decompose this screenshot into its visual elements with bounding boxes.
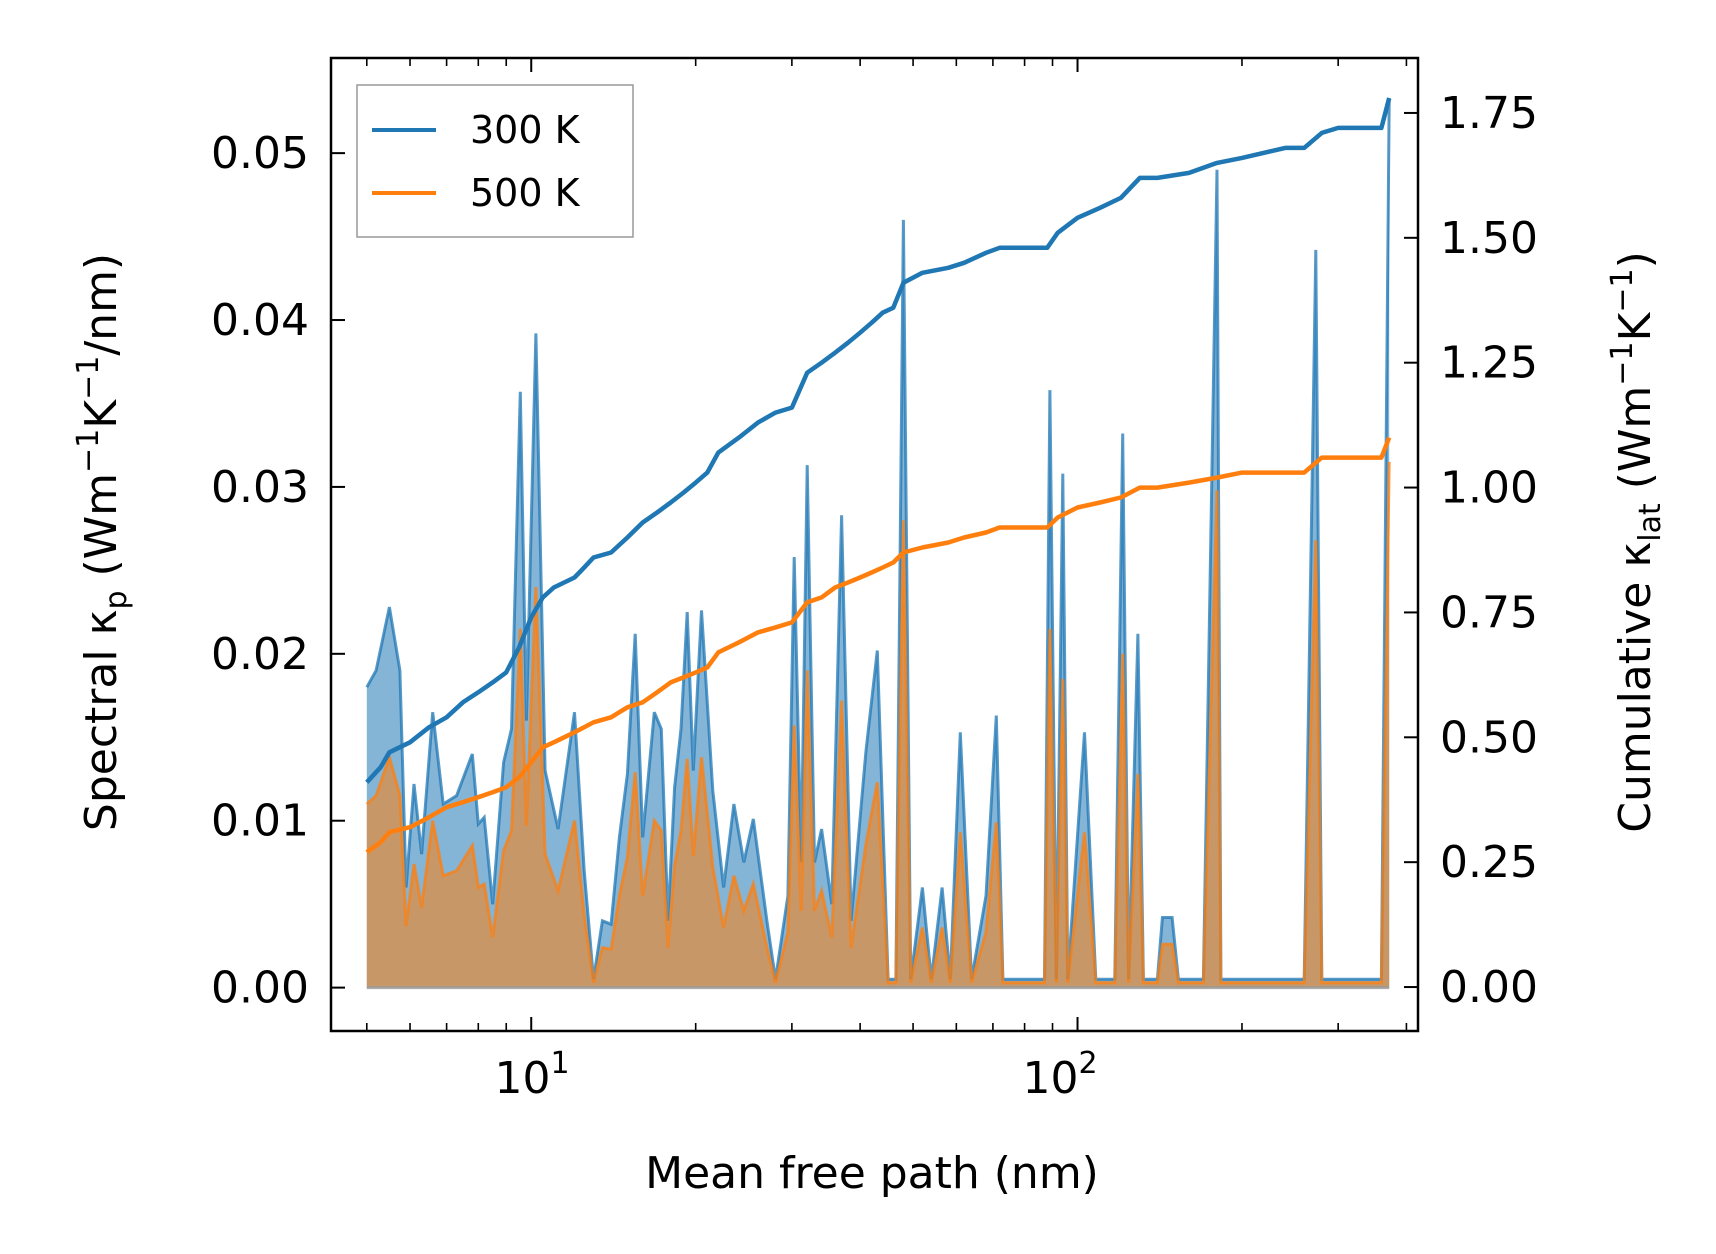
spectral-line-500k bbox=[365, 461, 1391, 985]
cumulative-line-500k bbox=[365, 436, 1392, 855]
spectral-area-500k bbox=[366, 461, 1390, 988]
left-y-tick-label: 0.01 bbox=[211, 796, 309, 847]
right-y-tick-label: 0.50 bbox=[1440, 712, 1538, 763]
left-y-tick-label: 0.00 bbox=[211, 963, 309, 1014]
tick-marks bbox=[331, 58, 1418, 1031]
x-tick-label-10: 101 bbox=[494, 1046, 569, 1104]
left-y-tick-label: 0.02 bbox=[211, 629, 309, 680]
right-y-tick-label: 1.50 bbox=[1440, 213, 1538, 264]
left-y-tick-label: 0.05 bbox=[211, 128, 309, 179]
spectral-line-300k bbox=[365, 99, 1391, 981]
right-y-tick-label: 1.25 bbox=[1440, 338, 1538, 389]
x-tick-label-100: 102 bbox=[1022, 1046, 1097, 1104]
left-y-axis-title: Spectral κp (Wm−1K−1/nm) bbox=[71, 253, 134, 831]
left-y-tick-label: 0.03 bbox=[211, 462, 309, 513]
left-y-tick-label: 0.04 bbox=[211, 295, 309, 346]
x-axis-title: Mean free path (nm) bbox=[645, 1148, 1099, 1199]
legend-box bbox=[356, 84, 634, 238]
legend: 300 K 500 K bbox=[356, 84, 634, 238]
cumulative-line-300k bbox=[365, 97, 1392, 784]
right-y-tick-label: 0.75 bbox=[1440, 587, 1538, 638]
right-y-tick-label: 1.75 bbox=[1440, 88, 1538, 139]
right-y-axis-title: Cumulative κlat (Wm−1K−1) bbox=[1605, 251, 1668, 833]
spectral-lines bbox=[365, 99, 1391, 990]
right-y-tick-label: 0.00 bbox=[1440, 962, 1538, 1013]
legend-label-500k: 500 K bbox=[470, 171, 581, 215]
plot-frame bbox=[329, 56, 1420, 1033]
right-y-tick-labels: 0.00 0.25 0.50 0.75 1.00 1.25 1.50 1.75 bbox=[1440, 88, 1538, 1013]
left-y-tick-labels: 0.00 0.01 0.02 0.03 0.04 0.05 bbox=[211, 128, 309, 1013]
legend-label-300k: 300 K bbox=[470, 108, 581, 152]
x-tick-labels: 101 102 bbox=[494, 1046, 1097, 1104]
right-y-tick-label: 0.25 bbox=[1440, 837, 1538, 888]
right-y-tick-label: 1.00 bbox=[1440, 463, 1538, 514]
cumulative-lines bbox=[365, 97, 1392, 855]
